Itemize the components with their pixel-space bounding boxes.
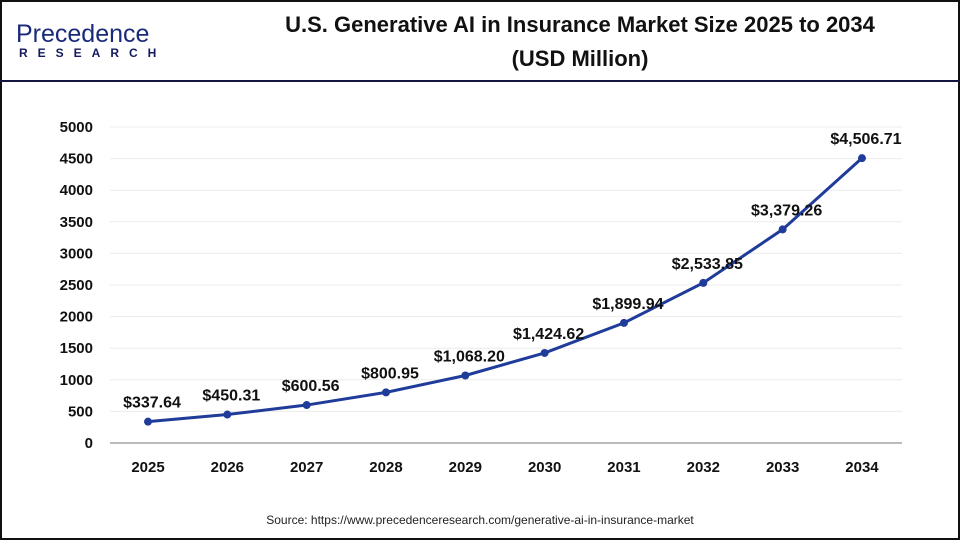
data-label: $2,533.85	[672, 256, 743, 273]
data-label: $450.31	[202, 388, 260, 405]
y-tick-label: 1500	[60, 340, 93, 357]
x-tick-label: 2027	[290, 459, 323, 476]
data-label: $1,424.62	[513, 326, 584, 343]
y-tick-label: 2000	[60, 309, 93, 326]
data-point	[619, 318, 628, 327]
x-tick-label: 2030	[528, 459, 561, 476]
logo-subtext: RESEARCH	[19, 46, 167, 60]
data-point	[540, 348, 549, 357]
x-tick-label: 2033	[766, 459, 799, 476]
data-label: $1,899.94	[592, 296, 663, 313]
data-label: $4,506.71	[830, 131, 901, 148]
y-tick-label: 3500	[60, 214, 93, 231]
x-tick-label: 2032	[687, 459, 720, 476]
data-point	[699, 278, 708, 287]
data-label: $1,068.20	[434, 348, 505, 365]
y-tick-label: 1000	[60, 372, 93, 389]
series-line	[147, 157, 863, 424]
data-point	[223, 410, 232, 419]
x-tick-label: 2025	[131, 459, 164, 476]
data-label: $3,379.26	[751, 202, 822, 219]
y-tick-label: 4500	[60, 151, 93, 168]
y-tick-label: 5000	[60, 119, 93, 136]
logo-wordmark: Precedence	[16, 20, 150, 48]
y-tick-label: 0	[85, 435, 93, 452]
data-point	[778, 225, 787, 234]
chart-title-main: U.S. Generative AI in Insurance Market S…	[285, 12, 875, 37]
data-label: $600.56	[282, 378, 340, 395]
chart-title: U.S. Generative AI in Insurance Market S…	[200, 8, 960, 76]
y-tick-label: 500	[68, 403, 93, 420]
source-note: Source: https://www.precedenceresearch.c…	[266, 513, 694, 527]
x-tick-label: 2034	[845, 459, 879, 476]
x-tick-label: 2029	[449, 459, 482, 476]
x-tick-label: 2031	[607, 459, 640, 476]
data-label: $800.95	[361, 365, 419, 382]
header: Precedence RESEARCH U.S. Generative AI i…	[0, 0, 960, 82]
data-label: $337.64	[123, 395, 181, 412]
data-point	[144, 417, 152, 426]
y-tick-label: 4000	[60, 182, 93, 199]
data-point	[302, 401, 311, 410]
y-tick-label: 3000	[60, 245, 93, 262]
chart-subtitle: (USD Million)	[511, 46, 649, 71]
data-point	[461, 371, 470, 380]
y-tick-label: 2500	[60, 277, 93, 294]
x-tick-label: 2028	[369, 459, 402, 476]
x-tick-label: 2026	[211, 459, 244, 476]
precedence-research-logo: Precedence RESEARCH	[16, 20, 167, 61]
data-point	[857, 154, 866, 163]
data-point	[381, 388, 390, 397]
